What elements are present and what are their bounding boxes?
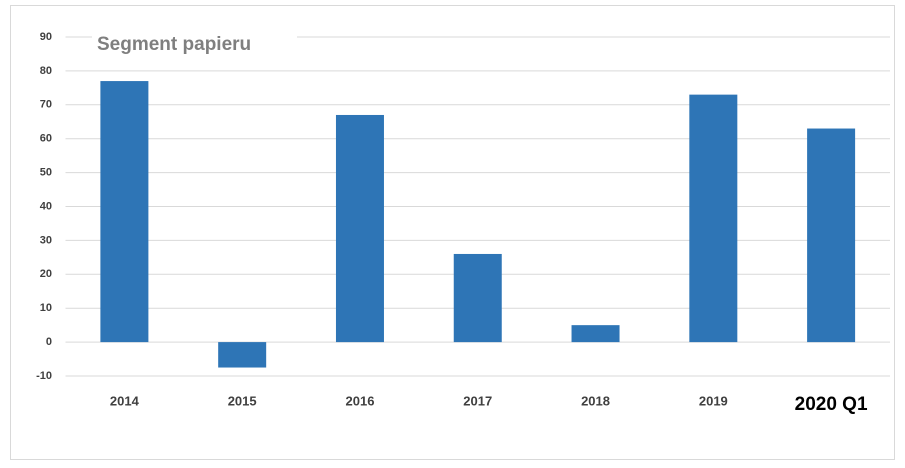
- x-tick-label: 2018: [581, 393, 610, 408]
- y-tick-label: 50: [40, 167, 52, 179]
- bar: [335, 114, 384, 343]
- y-tick-label: 30: [40, 234, 52, 246]
- x-tick-label: 2020 Q1: [795, 394, 868, 415]
- y-tick-label: 70: [40, 99, 52, 111]
- x-tick-label: 2015: [228, 393, 257, 408]
- x-tick-label: 2016: [346, 393, 375, 408]
- chart-title: Segment papieru: [97, 34, 251, 55]
- bar: [807, 128, 856, 343]
- title-background: [92, 30, 297, 60]
- x-tick-label: 2014: [110, 393, 140, 408]
- y-tick-label: 60: [40, 133, 52, 145]
- bar: [218, 342, 267, 368]
- y-tick-label: -10: [36, 370, 52, 382]
- bar: [453, 253, 502, 343]
- label-background: [763, 378, 884, 428]
- y-tick-label: 40: [40, 200, 52, 212]
- y-tick-label: 90: [40, 31, 52, 43]
- chart-border: [10, 5, 895, 460]
- y-tick-label: 20: [40, 268, 52, 280]
- bar: [100, 81, 149, 343]
- y-tick-label: 80: [40, 65, 52, 77]
- x-tick-label: 2019: [699, 393, 728, 408]
- y-tick-label: 10: [40, 302, 52, 314]
- bar: [689, 94, 738, 343]
- bar: [571, 325, 620, 343]
- x-tick-label: 2017: [463, 393, 492, 408]
- y-tick-label: 0: [46, 336, 52, 348]
